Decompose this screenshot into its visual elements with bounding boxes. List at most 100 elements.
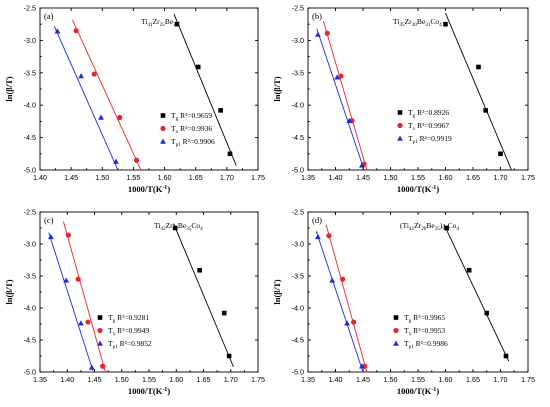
series-p1 [48,232,95,371]
x-axis-title: 1000/T(K-1) [397,386,439,396]
data-point [484,310,490,316]
y-tick-label: -5.0 [292,166,304,175]
x-tick-label: 1.55 [411,173,425,182]
legend-label: Tg R²=0.8926 [408,108,449,119]
data-point [326,233,332,239]
legend-label: Tx R²=0.9953 [404,326,445,337]
series-x [325,224,368,373]
x-axis-title: 1000/T(K-1) [397,184,439,194]
y-tick-label: -4.5 [24,133,36,142]
x-tick-label: 1.75 [251,173,265,182]
fit-line [48,232,94,371]
legend-item-x: Tx R²=0.9967 [397,121,449,132]
data-point [54,28,61,34]
y-tick-label: -4.5 [292,336,304,345]
data-point [65,232,71,238]
y-tick-label: -2.5 [292,4,304,13]
y-tick-label: -4.0 [24,304,36,313]
y-tick-label: -4.0 [292,304,304,313]
x-tick-label: 1.70 [494,375,508,384]
x-tick-label: 1.60 [169,375,183,384]
x-tick-label: 1.70 [224,375,238,384]
data-point [88,364,95,370]
x-tick-label: 1.35 [301,375,315,384]
chart-title: Ti43Zr18Be35Co4 [154,221,203,232]
data-point [73,28,79,34]
legend-item-x: Tx R²=0.9953 [393,326,445,337]
data-point [340,276,346,282]
x-tick-label: 1.65 [466,173,480,182]
x-tick-label: 1.45 [356,173,370,182]
y-tick-label: -4.0 [292,101,304,110]
panel-label: (a) [44,11,54,21]
x-tick-label: 1.75 [251,375,265,384]
y-tick-label: -3.0 [24,240,36,249]
legend-item-p1: Tp1 R²=0.9986 [393,339,448,350]
data-point [483,108,488,113]
data-point [315,233,321,240]
plot-frame [307,7,529,171]
x-tick-label: 1.55 [411,375,425,384]
y-tick-label: -4.5 [24,336,36,345]
panel-d: 1.35 1.40 1.45 1.50 1.55 1.60 1.65 1.70 1.75 -2.5… [272,208,535,397]
fit-line [316,28,365,171]
y-axis-title: ln(β/T) [4,76,14,101]
legend-item-g: Tg R²=0.9281 [97,313,149,324]
legend-label: Tp1 R²=0.9919 [408,134,452,145]
plot-frame [39,7,259,171]
x-tick-label: 1.55 [126,173,140,182]
data-point [197,267,202,273]
legend-marker [393,315,399,320]
series-g [443,13,512,171]
legend-marker [97,327,103,334]
x-tick-label: 1.45 [88,375,102,384]
chart-title: Ti45Zr20Be31Co4 [393,17,442,28]
data-point [174,21,180,27]
panel-label: (b) [312,11,322,21]
fit-line [53,25,119,171]
x-tick-label: 1.70 [220,173,234,182]
y-tick-label: -2.5 [24,208,36,217]
data-point [91,71,97,77]
legend-marker [397,110,403,115]
data-point [498,151,503,157]
x-tick-label: 1.35 [301,173,315,182]
legend-item-g: Tg R²=0.9659 [160,111,212,122]
x-tick-label: 1.70 [494,173,508,182]
data-point [443,21,448,27]
fit-line [71,19,142,171]
data-point [195,64,201,70]
data-point [226,353,232,359]
legend-marker [397,135,403,141]
data-point [100,363,106,369]
fit-line [443,223,510,362]
y-tick-label: -2.5 [292,208,304,217]
data-point [117,114,123,121]
data-point [334,74,341,80]
y-tick-label: -4.5 [292,133,304,142]
data-point [85,319,91,325]
legend-item-p1: Tp1 R²=0.9906 [160,137,215,148]
x-tick-label: 1.60 [439,375,453,384]
x-tick-label: 1.75 [521,375,535,384]
y-axis-title: ln(β/T) [4,279,14,304]
data-point [346,117,353,123]
data-point [329,277,336,283]
series-g [173,13,237,166]
panel-label: (d) [312,215,322,225]
legend-item-x: Tx R²=0.9949 [97,326,149,337]
legend-marker [97,315,103,320]
legend-label: Tp1 R²=0.9852 [108,339,152,350]
series-g [443,223,510,362]
legend-label: Tx R²=0.9949 [108,326,149,337]
plot-frame [307,211,529,373]
legend-item-g: Tg R²=0.9965 [393,313,445,324]
data-point [444,225,449,231]
legend-label: Tg R²=0.9659 [171,111,212,122]
series-x [71,19,142,171]
legend-item-g: Tg R²=0.8926 [397,108,449,119]
data-point [218,108,223,113]
legend-item-p1: Tp1 R²=0.9852 [97,339,152,350]
legend-marker [97,340,103,346]
series-g [172,223,234,368]
